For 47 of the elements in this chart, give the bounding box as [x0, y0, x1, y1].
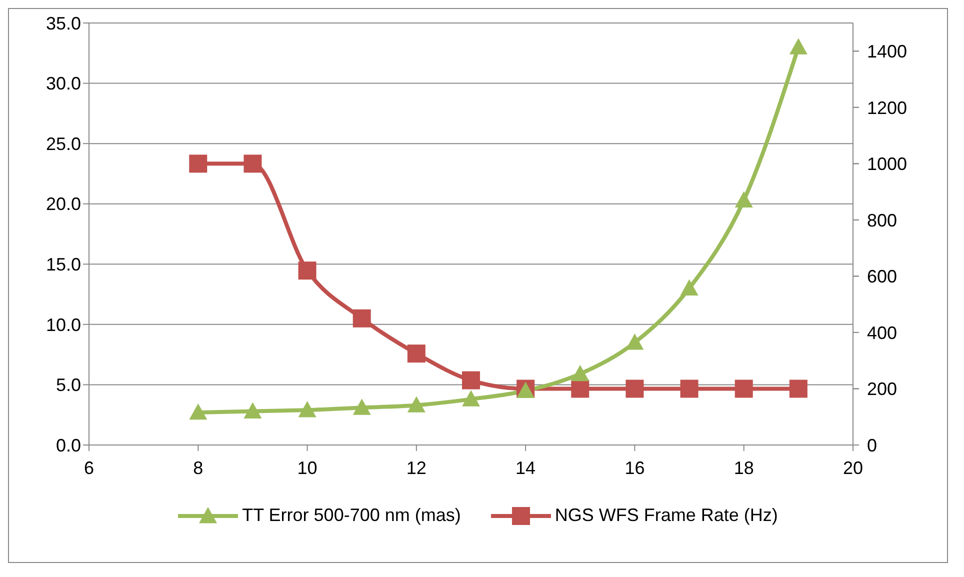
- y2-tick-label: 200: [867, 379, 898, 400]
- point: [244, 154, 262, 173]
- y2-tick-label: 600: [867, 266, 898, 287]
- y-tick-label: 10.0: [46, 314, 81, 335]
- point: [680, 380, 698, 398]
- point: [407, 396, 426, 412]
- legend-label: TT Error 500-700 nm (mas): [242, 505, 461, 526]
- y-tick-label: 15.0: [46, 254, 81, 275]
- y2-tick-label: 800: [867, 210, 898, 230]
- legend-label: NGS WFS Frame Rate (Hz): [554, 505, 778, 526]
- x-tick-label: 12: [406, 458, 426, 478]
- point: [407, 344, 426, 363]
- y-tick-label: 25.0: [46, 134, 81, 154]
- point: [571, 380, 590, 398]
- y2-tick-label: 1400: [867, 42, 908, 62]
- y2-tick-label: 1200: [867, 98, 908, 118]
- point: [298, 262, 316, 280]
- point: [352, 398, 371, 415]
- point: [244, 402, 262, 418]
- x-tick-label: 20: [842, 458, 864, 478]
- x-tick-label: 10: [297, 458, 318, 478]
- x-tick-label: 14: [516, 458, 536, 478]
- y2-tick-label: 1000: [867, 154, 908, 174]
- point: [189, 403, 208, 420]
- point: [680, 279, 698, 296]
- y2-tick-label: 400: [867, 322, 898, 343]
- y-tick-label: 30.0: [46, 74, 81, 94]
- y-tick-label: 5.0: [56, 375, 81, 396]
- point: [734, 380, 753, 398]
- x-tick-label: 16: [624, 458, 645, 478]
- y-tick-label: 35.0: [46, 13, 81, 34]
- x-tick-label: 18: [734, 458, 754, 478]
- y2-tick-label: 0: [867, 435, 878, 456]
- point: [298, 401, 316, 418]
- point: [462, 371, 480, 390]
- point: [734, 191, 753, 208]
- point: [626, 380, 644, 398]
- point: [571, 364, 590, 382]
- point: [352, 309, 371, 328]
- point: [189, 154, 208, 173]
- x-tick-label: 6: [84, 458, 94, 478]
- point: [789, 380, 808, 398]
- x-tick-label: 8: [193, 458, 204, 478]
- y-tick-label: 20.0: [46, 194, 81, 214]
- point: [789, 38, 808, 54]
- y-tick-label: 0.0: [56, 435, 81, 456]
- point: [462, 390, 480, 406]
